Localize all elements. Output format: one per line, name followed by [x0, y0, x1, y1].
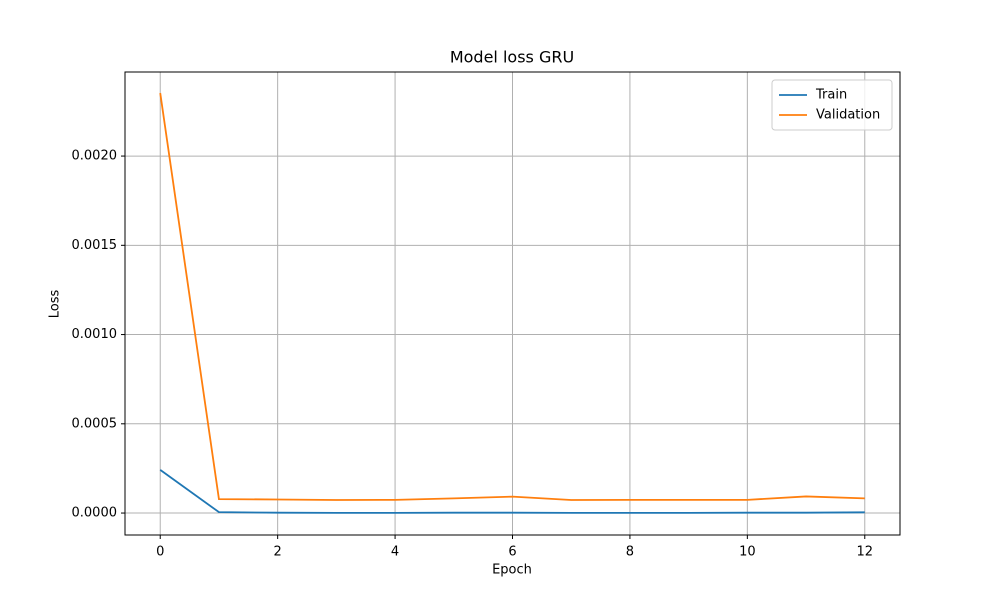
plot-frame [124, 71, 901, 536]
y-tick-label: 0.0005 [72, 416, 118, 431]
y-tick-label: 0.0000 [72, 506, 118, 521]
chart-title: Model loss GRU [450, 48, 574, 67]
legend: Train Validation [771, 79, 893, 131]
x-tick-label: 2 [274, 545, 282, 560]
legend-label: Validation [816, 108, 880, 123]
y-tick-label: 0.0015 [72, 238, 118, 253]
x-tick-label: 12 [856, 545, 873, 560]
x-axis-label: Epoch [492, 563, 532, 578]
legend-label: Train [815, 88, 847, 103]
y-tick-label: 0.0010 [72, 327, 118, 342]
legend-box [771, 79, 893, 131]
x-tick-label: 8 [626, 545, 634, 560]
x-tick-label: 0 [156, 545, 164, 560]
y-tick-label: 0.0020 [72, 149, 118, 164]
x-tick-label: 10 [739, 545, 756, 560]
x-tick-label: 6 [508, 545, 516, 560]
y-axis-label: Loss [48, 290, 63, 319]
line-series [159, 469, 865, 514]
x-tick-label: 4 [391, 545, 399, 560]
line-series [159, 92, 865, 501]
